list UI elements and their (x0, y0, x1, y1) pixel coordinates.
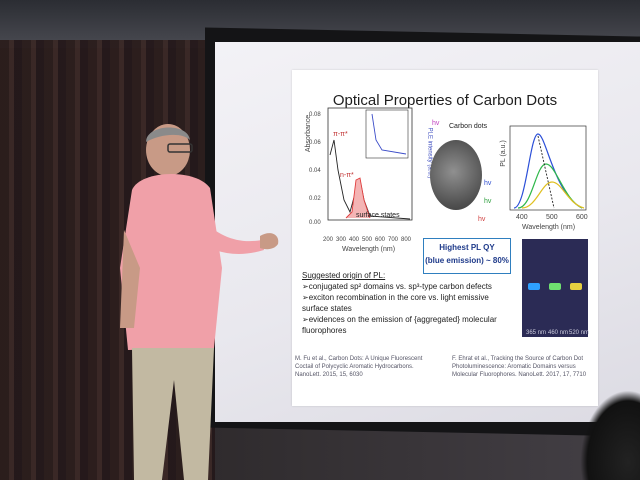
hv-label: hv (432, 120, 440, 127)
xtick: 300 (336, 237, 347, 243)
xtick: 200 (323, 237, 334, 243)
pl-spectra-chart (509, 125, 587, 211)
abs-annotation: π-π* (333, 131, 348, 138)
notes-header: Suggested origin of PL: (302, 271, 386, 280)
abs-ylabel: Absorbance (305, 114, 313, 153)
note-item: ➢evidences on the emission of {aggregate… (302, 315, 497, 335)
presenter (120, 124, 279, 480)
xtick: 500 (362, 237, 373, 243)
ytick: 0.02 (309, 196, 321, 202)
qy-line: Highest PL QY (439, 243, 495, 252)
xtick: 400 (349, 237, 360, 243)
qy-line: (blue emission) ~ 80% (425, 256, 509, 265)
ytick: 0.00 (309, 220, 321, 226)
note-item: ➢exciton recombination in the core vs. l… (302, 293, 489, 313)
xtick: 800 (401, 237, 412, 243)
pl-ylabel: PL (a.u.) (499, 140, 507, 167)
note-item: ➢conjugated sp² domains vs. sp³-type car… (302, 282, 492, 291)
pl-qy-callout: Highest PL QY (blue emission) ~ 80% (423, 238, 511, 274)
yellow-emission-spot (570, 283, 582, 290)
ytick: 0.04 (309, 168, 321, 174)
fluorescence-photo (522, 239, 588, 337)
green-emission-spot (549, 283, 561, 290)
photo-caption: 520 nm (569, 330, 590, 336)
ytick: 0.06 (309, 140, 321, 146)
absorbance-chart (327, 107, 413, 221)
hv-label: hv (478, 216, 486, 223)
slide-title: Optical Properties of Carbon Dots (332, 92, 558, 109)
pl-xlabel: Wavelength (nm) (522, 224, 576, 231)
photo-caption: 365 nm (526, 330, 547, 336)
photo-caption: 460 nm (548, 330, 569, 336)
reference-left: M. Fu et al., Carbon Dots: A Unique Fluo… (295, 356, 423, 378)
foreground-shadow (580, 390, 640, 480)
abs-annotation: surface states (356, 212, 400, 219)
blue-emission-spot (528, 283, 540, 290)
pl-xtick: 500 (546, 214, 558, 221)
carbon-dots-label: Carbon dots (449, 123, 488, 130)
pl-xtick: 600 (576, 214, 588, 221)
abs-annotation: n-π* (340, 172, 354, 179)
slide-notes: Suggested origin of PL: ➢conjugated sp² … (302, 270, 512, 336)
hv-label: hv (484, 180, 492, 187)
pl-xtick: 400 (516, 214, 528, 221)
reference-right: F. Ehrat et al., Tracking the Source of … (452, 356, 587, 378)
carbon-dot-illustration (430, 140, 482, 210)
xtick: 700 (388, 237, 399, 243)
abs-xlabel: Wavelength (nm) (342, 246, 396, 253)
ytick: 0.08 (309, 112, 321, 118)
xtick: 600 (375, 237, 386, 243)
hv-label: hv (484, 198, 492, 205)
